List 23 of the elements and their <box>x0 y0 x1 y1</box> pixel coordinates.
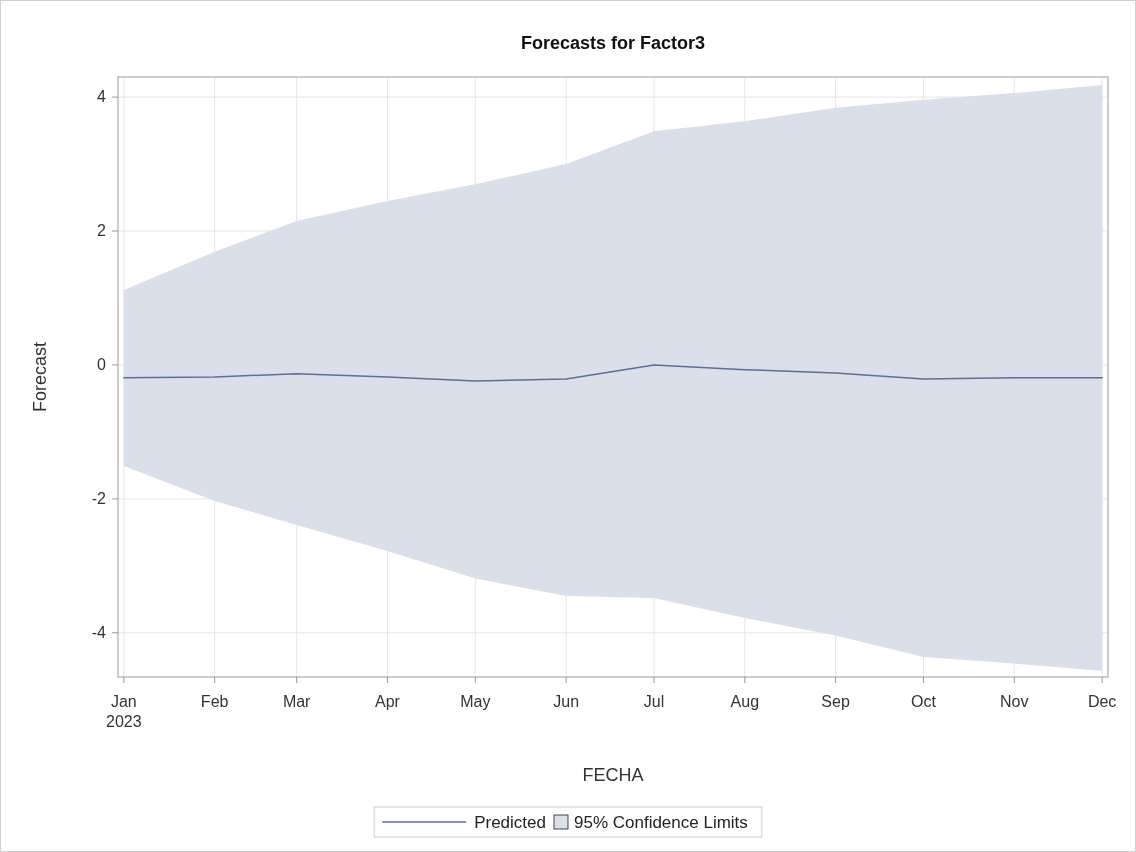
x-tick-label: Sep <box>821 693 850 710</box>
y-tick-label: -2 <box>91 489 107 507</box>
x-tick-label: Oct <box>911 693 937 710</box>
y-tick-label: 4 <box>97 88 107 106</box>
x-tick-label: Apr <box>375 693 401 710</box>
x-tick-label: Jul <box>643 693 665 710</box>
x-axis-title: FECHA <box>582 765 644 785</box>
x-tick-label: Jun <box>553 693 580 710</box>
y-tick-label: 0 <box>97 355 107 373</box>
x-tick-label: Feb <box>200 693 229 710</box>
y-axis-title: Forecast <box>30 341 50 413</box>
x-tick-label: May <box>460 693 491 710</box>
chart-title: Forecasts for Factor3 <box>520 33 706 53</box>
x-tick-label: Aug <box>730 693 760 710</box>
text: 95% Confidence Limits <box>573 813 748 832</box>
legend-label: Predicted <box>474 813 546 832</box>
y-tick-label: 2 <box>97 222 107 240</box>
x-tick-label: Dec <box>1087 693 1117 710</box>
line-series <box>123 364 1103 382</box>
x-tick-label: Mar <box>282 693 312 710</box>
x-tick-label: Nov <box>1000 693 1029 710</box>
x-tick-label: Jan 2023 <box>106 693 142 730</box>
y-tick-label: -4 <box>91 623 107 641</box>
